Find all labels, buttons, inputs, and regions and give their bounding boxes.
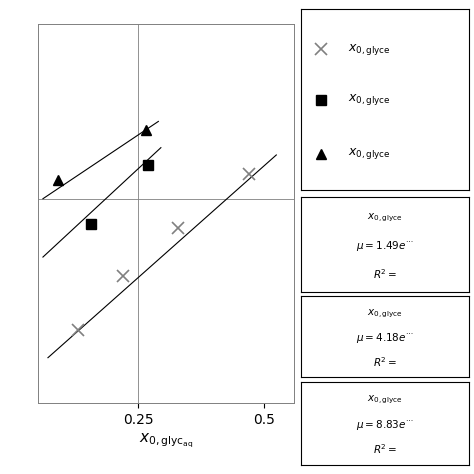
Text: $x_{0,\mathrm{glyce}}$: $x_{0,\mathrm{glyce}}$ <box>348 42 391 56</box>
X-axis label: $x_{0,\mathrm{glyc_{aq}}}$: $x_{0,\mathrm{glyc_{aq}}}$ <box>139 432 193 450</box>
Text: $\mu = 1.49e^{\cdots}$: $\mu = 1.49e^{\cdots}$ <box>356 239 414 253</box>
Text: $x_{0,\mathrm{glyce}}$: $x_{0,\mathrm{glyce}}$ <box>367 393 403 406</box>
Text: $R^2 = $: $R^2 = $ <box>373 356 397 369</box>
Text: $\mu = 4.18e^{\cdots}$: $\mu = 4.18e^{\cdots}$ <box>356 331 414 345</box>
Text: $x_{0,\mathrm{glyce}}$: $x_{0,\mathrm{glyce}}$ <box>348 92 391 107</box>
Text: $R^2 = $: $R^2 = $ <box>373 443 397 456</box>
Text: $R^2 = $: $R^2 = $ <box>373 267 397 282</box>
Text: $x_{0,\mathrm{glyce}}$: $x_{0,\mathrm{glyce}}$ <box>367 308 403 320</box>
Text: $x_{0,\mathrm{glyce}}$: $x_{0,\mathrm{glyce}}$ <box>367 211 403 224</box>
Text: $\mu = 8.83e^{\cdots}$: $\mu = 8.83e^{\cdots}$ <box>356 418 414 432</box>
Text: $x_{0,\mathrm{glyce}}$: $x_{0,\mathrm{glyce}}$ <box>348 146 391 161</box>
